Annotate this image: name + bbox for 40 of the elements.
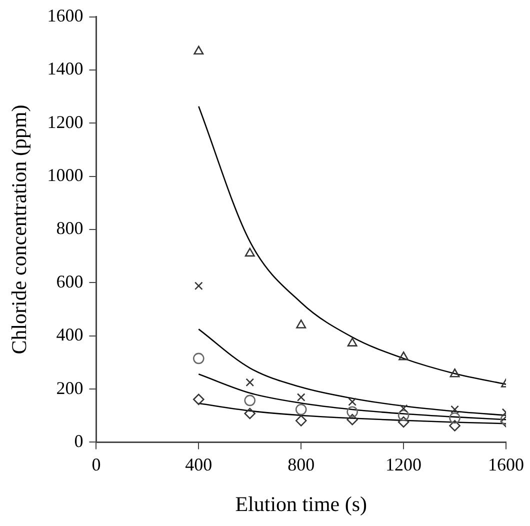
point [450,405,459,414]
point [295,415,307,426]
point [246,378,254,387]
x-tick-label: 1600 [488,454,524,475]
y-tick-label: 1000 [47,165,84,186]
point [295,404,307,416]
point [450,368,460,378]
point [398,416,410,428]
x-axis-title: Elution time (s) [235,492,368,516]
point [193,394,204,406]
y-tick-label: 0 [74,430,84,451]
y-tick-label: 1200 [47,112,84,132]
y-tick-label: 1400 [47,58,84,79]
y-tick-label: 200 [56,378,84,398]
x-tick-label: 1200 [386,454,422,475]
point [296,320,306,328]
point [346,414,358,426]
y-tick-label: 600 [56,271,84,292]
x-tick-label: 0 [92,454,101,475]
point [348,398,357,406]
point [244,408,256,420]
point [194,282,203,290]
point [244,394,256,406]
point [449,412,460,424]
y-tick-label: 1600 [47,6,84,26]
point [347,338,358,346]
point [398,351,409,360]
x-tick-label: 800 [288,454,315,475]
point [296,393,306,402]
y-axis-title: Chloride concentration (ppm) [7,104,32,354]
y-tick-label: 800 [56,218,84,238]
x-tick-label: 400 [185,454,212,475]
point [244,248,255,257]
point [193,352,204,364]
point [194,46,204,55]
point [449,420,460,432]
point [399,404,408,413]
y-tick-label: 400 [56,324,84,345]
point [346,406,358,418]
point [398,410,410,421]
